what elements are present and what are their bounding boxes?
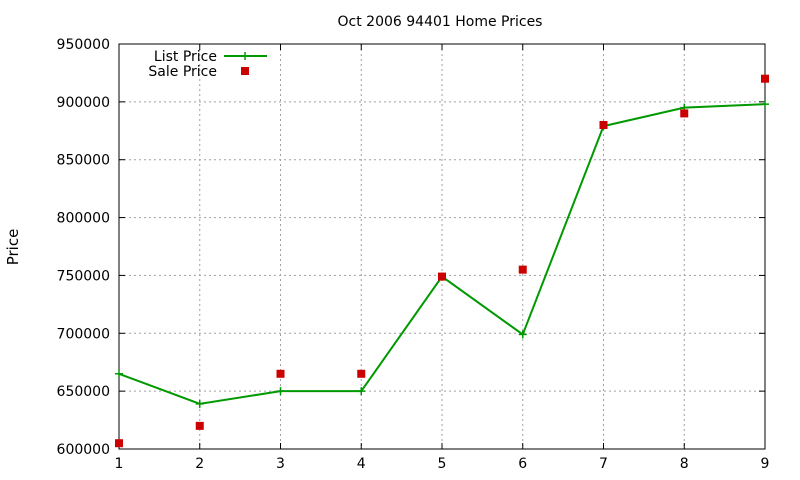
- sale-price-point: [680, 109, 689, 118]
- sale-price-point: [599, 121, 608, 129]
- y-tick-label: 800000: [57, 211, 110, 227]
- list-price-point: [276, 387, 285, 396]
- sale-price-point: [276, 369, 285, 378]
- x-tick-label: 8: [680, 456, 689, 472]
- y-tick-label: 750000: [57, 268, 110, 284]
- x-tick-label: 1: [115, 456, 124, 472]
- sale-price-point: [761, 74, 769, 83]
- sale-price-point: [518, 265, 527, 274]
- x-tick-label: 3: [276, 456, 285, 472]
- x-tick-label: 2: [195, 456, 204, 472]
- y-tick-label: 600000: [57, 442, 110, 458]
- list-price-point: [518, 330, 527, 339]
- axis-ticks: 1 2 3 4 5 6 7 8 9 600000 650000 700000 750000 800000 8…: [57, 37, 770, 472]
- legend-swatch-sale-price: [241, 67, 249, 75]
- list-price-point: [357, 387, 366, 396]
- x-tick-label: 7: [599, 456, 608, 472]
- y-tick-label: 950000: [57, 37, 110, 53]
- x-tick-label: 9: [761, 456, 770, 472]
- chart-title: Oct 2006 94401 Home Prices: [338, 14, 543, 30]
- sale-price-point: [357, 369, 366, 378]
- x-tick-label: 5: [438, 456, 447, 472]
- sale-price-point: [195, 421, 204, 430]
- list-price-point: [195, 399, 204, 408]
- y-tick-label: 700000: [57, 326, 110, 342]
- y-axis-label: Price: [4, 229, 22, 266]
- sale-price-point: [438, 272, 446, 281]
- legend-marker-list-price: [241, 52, 249, 60]
- y-tick-label: 900000: [57, 95, 110, 111]
- grid: [119, 44, 765, 449]
- x-tick-label: 4: [357, 456, 366, 472]
- legend-label-list-price: List Price: [154, 49, 217, 65]
- y-tick-label: 650000: [57, 384, 110, 400]
- y-tick-label: 850000: [57, 153, 110, 169]
- series-layer: [115, 74, 769, 448]
- sale-price-point: [115, 439, 123, 448]
- list-price-point: [761, 100, 769, 109]
- x-tick-label: 6: [518, 456, 527, 472]
- legend-label-sale-price: Sale Price: [148, 64, 217, 80]
- list-price-point: [115, 369, 123, 378]
